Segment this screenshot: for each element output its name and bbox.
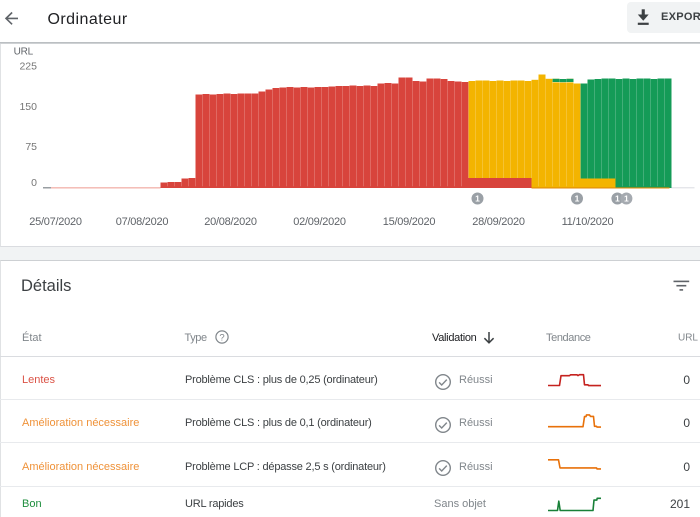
- svg-text:150: 150: [19, 101, 37, 113]
- svg-text:URL: URL: [14, 46, 34, 57]
- svg-text:02/09/2020: 02/09/2020: [293, 216, 346, 228]
- svg-text:225: 225: [19, 61, 37, 73]
- svg-text:75: 75: [25, 141, 37, 153]
- svg-text:1: 1: [624, 194, 629, 204]
- svg-text:15/09/2020: 15/09/2020: [383, 216, 436, 228]
- svg-text:1: 1: [575, 194, 580, 204]
- svg-text:20/08/2020: 20/08/2020: [204, 216, 257, 228]
- svg-text:?: ?: [219, 332, 224, 343]
- svg-text:25/07/2020: 25/07/2020: [29, 216, 82, 228]
- svg-text:1: 1: [475, 194, 480, 204]
- svg-text:07/08/2020: 07/08/2020: [116, 216, 169, 228]
- svg-text:11/10/2020: 11/10/2020: [562, 216, 614, 228]
- svg-text:1: 1: [615, 194, 620, 204]
- svg-text:28/09/2020: 28/09/2020: [472, 216, 525, 228]
- svg-text:0: 0: [31, 177, 37, 189]
